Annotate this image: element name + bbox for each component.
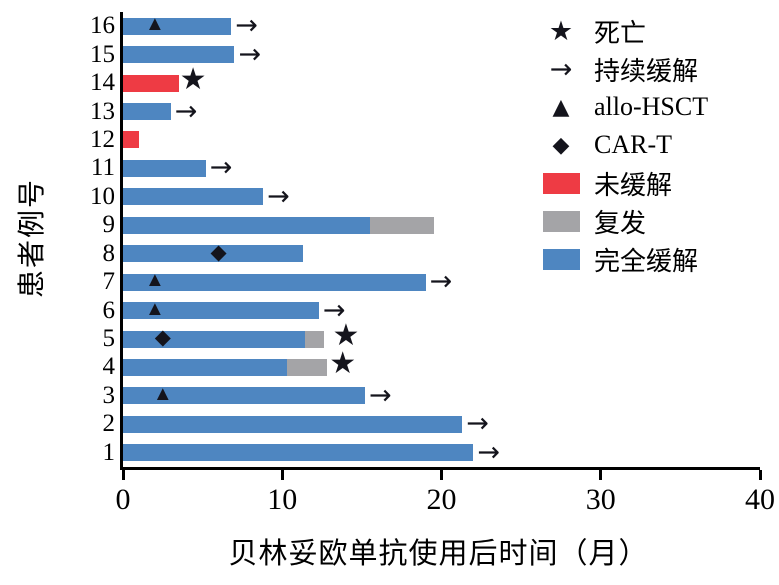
legend-item: ★ 死亡	[536, 12, 708, 50]
y-tick-label: 4	[102, 353, 116, 381]
bar-segment-complete_remission	[123, 330, 305, 348]
bar-segment-complete_remission	[123, 46, 235, 64]
y-tick-label: 12	[90, 125, 115, 153]
bar-segment-no_remission	[123, 74, 179, 92]
legend-label: allo-HSCT	[594, 92, 709, 121]
y-tick-label: 7	[102, 268, 116, 296]
ongoing-arrow-icon: →	[466, 408, 489, 440]
y-axis-title: 患者例号	[17, 177, 48, 299]
x-tick-label: 0	[115, 483, 131, 516]
legend-swatch-relapse	[536, 210, 586, 232]
bar-segment-relapse	[304, 330, 324, 348]
y-tick-label: 1	[102, 438, 116, 466]
star-marker-icon: ★	[332, 319, 360, 353]
legend-diamond-icon: ◆	[552, 132, 570, 158]
triangle-marker-icon: ▲	[152, 382, 173, 405]
legend-label: CAR-T	[594, 130, 672, 159]
bar-segment-complete_remission	[123, 302, 319, 320]
ongoing-arrow-icon: →	[267, 180, 290, 212]
y-tick-label: 2	[102, 410, 116, 438]
legend-label: 完全缓解	[594, 246, 699, 276]
ongoing-arrow-icon: →	[477, 436, 500, 468]
bar-segment-relapse	[287, 358, 327, 376]
legend-item: 复发	[536, 202, 708, 240]
diamond-marker-icon: ◆	[210, 239, 227, 264]
no_remission-swatch	[542, 172, 580, 194]
legend-item: → 持续缓解	[536, 50, 708, 88]
bar-segment-complete_remission	[123, 444, 474, 462]
legend: ★ 死亡 → 持续缓解 ▲ allo-HSCT ◆ CAR-T 未缓解复发完全缓解	[536, 12, 708, 278]
y-tick-label: 15	[90, 40, 115, 68]
bar-segment-complete_remission	[123, 415, 463, 433]
y-tick-label: 14	[90, 69, 115, 97]
triangle-marker-icon: ▲	[144, 297, 165, 320]
legend-item: ▲ allo-HSCT	[536, 88, 709, 126]
ongoing-arrow-icon: →	[429, 266, 453, 298]
ongoing-arrow-icon: →	[209, 152, 233, 184]
bar-segment-complete_remission	[123, 188, 264, 206]
y-tick-label: 6	[102, 296, 116, 324]
ongoing-arrow-icon: →	[174, 95, 198, 127]
star-marker-icon: ★	[329, 347, 357, 381]
legend-swatch-no_remission	[536, 172, 586, 194]
bar-segment-no_remission	[123, 131, 139, 149]
bar-segment-complete_remission	[123, 103, 171, 121]
y-tick-label: 8	[102, 239, 116, 267]
x-tick-label: 10	[267, 483, 298, 516]
x-tick-label: 40	[745, 483, 775, 516]
complete_remission-swatch	[542, 248, 580, 270]
bar-segment-complete_remission	[123, 358, 288, 376]
x-tick-label: 30	[585, 483, 616, 516]
ongoing-arrow-icon: →	[369, 379, 392, 411]
x-axis-tick	[599, 470, 603, 480]
y-tick-label: 11	[90, 154, 115, 182]
legend-star-icon: ★	[548, 15, 574, 47]
legend-label: 未缓解	[594, 170, 673, 200]
x-tick-label: 20	[426, 483, 457, 516]
legend-label: 死亡	[594, 18, 647, 48]
bar-segment-relapse	[369, 216, 434, 234]
y-tick-label: 10	[90, 182, 115, 210]
bar-segment-complete_remission	[123, 216, 370, 234]
star-marker-icon: ★	[179, 63, 207, 97]
x-axis-tick	[440, 470, 443, 480]
x-axis-tick	[758, 470, 762, 480]
triangle-marker-icon: ▲	[144, 13, 165, 36]
x-axis-tick	[280, 470, 284, 480]
legend-swatch-complete_remission	[536, 248, 586, 270]
x-axis-tick	[121, 470, 125, 480]
legend-arrow-icon: →	[549, 53, 573, 85]
ongoing-arrow-icon: →	[235, 10, 258, 42]
bar-segment-complete_remission	[123, 387, 366, 405]
relapse-swatch	[542, 210, 580, 232]
plot-area: 16 → ▲ 15 → 14 ★ 13 → 12 11 → 10 → 9 8 ◆ 7 → ▲ 6 → ▲ 5 ◆ ★ 4 ★ 3 → ▲ 2 →…	[90, 10, 775, 516]
bar-segment-complete_remission	[123, 17, 232, 35]
y-tick-label: 9	[102, 211, 116, 239]
bar-segment-complete_remission	[123, 273, 426, 291]
y-tick-label: 5	[102, 325, 116, 353]
triangle-marker-icon: ▲	[144, 269, 165, 292]
diamond-marker-icon: ◆	[154, 325, 171, 350]
legend-label: 持续缓解	[594, 56, 699, 86]
y-tick-label: 16	[90, 12, 115, 40]
y-tick-label: 13	[90, 97, 115, 125]
ongoing-arrow-icon: →	[238, 38, 262, 70]
legend-item: ◆ CAR-T	[536, 126, 708, 164]
legend-item: 完全缓解	[536, 240, 708, 278]
ongoing-arrow-icon: →	[322, 294, 346, 326]
y-tick-label: 3	[102, 381, 116, 409]
legend-item: 未缓解	[536, 164, 708, 202]
legend-triangle-icon: ▲	[552, 94, 570, 120]
x-axis-title: 贝林妥欧单抗使用后时间（月）	[228, 538, 649, 570]
bar-segment-complete_remission	[123, 245, 303, 263]
legend-label: 复发	[594, 208, 647, 238]
bar-segment-complete_remission	[123, 159, 206, 177]
